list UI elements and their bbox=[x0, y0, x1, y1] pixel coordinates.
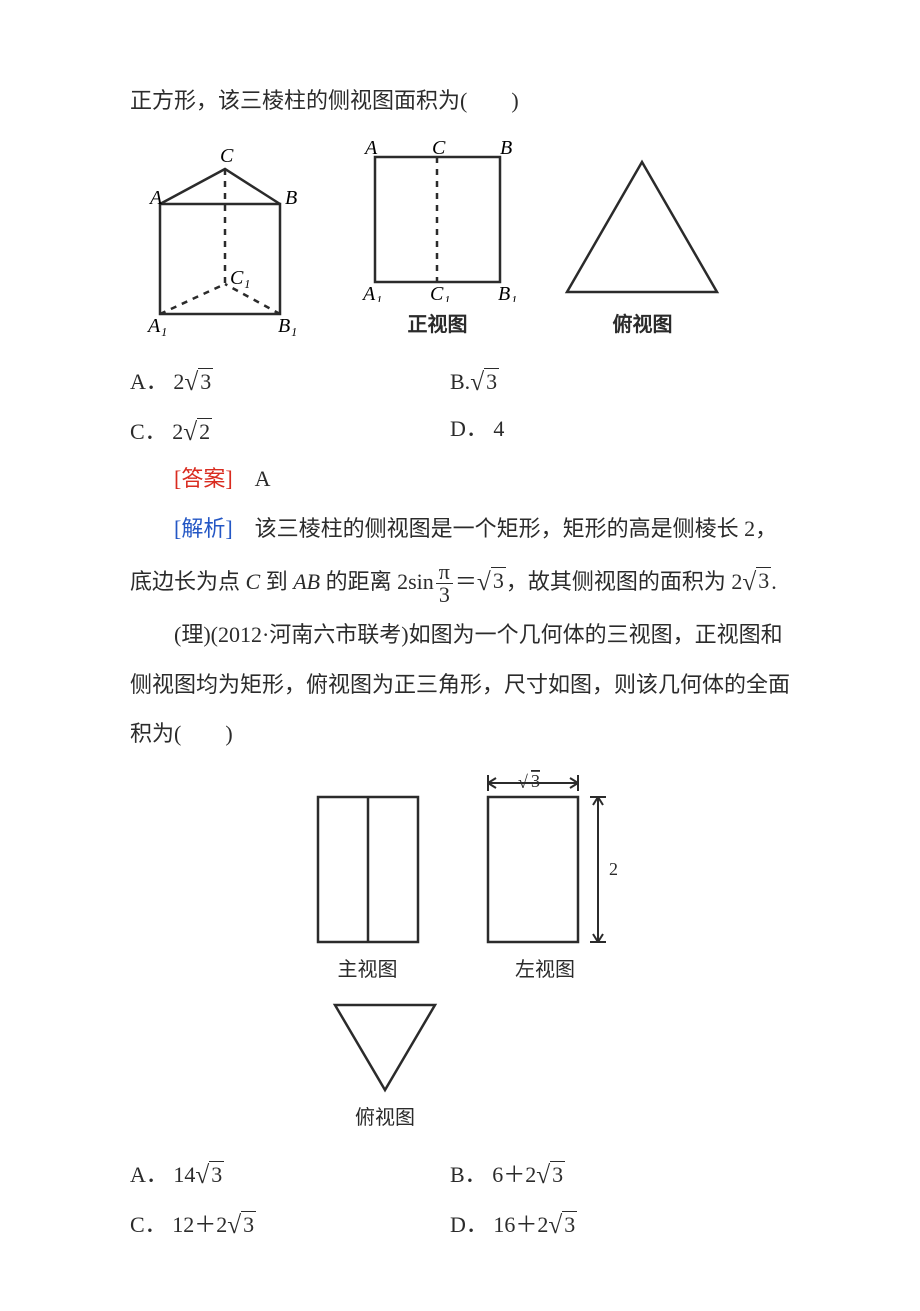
q2-opt-C: C． 12＋2√3 bbox=[130, 1201, 290, 1249]
ana-C: C bbox=[246, 568, 261, 593]
q2D-prefix: D． bbox=[450, 1212, 488, 1237]
q2D-txt: 16＋2 bbox=[493, 1212, 548, 1237]
optA-rad: 3 bbox=[198, 368, 213, 394]
analysis-label: [解析] bbox=[174, 516, 233, 541]
lbl-A: A bbox=[148, 187, 163, 209]
q2C-txt: 12＋2 bbox=[172, 1212, 227, 1237]
q2A-rad: 3 bbox=[209, 1161, 224, 1187]
optA-prefix: A． bbox=[130, 369, 168, 394]
q2-opt-B: B． 6＋2√3 bbox=[450, 1151, 610, 1199]
q2A-prefix: A． bbox=[130, 1162, 168, 1187]
q1-opt-row1: A． 2√3 B.√3 bbox=[130, 358, 800, 406]
optB-rad: 3 bbox=[484, 368, 499, 394]
q2D-rad: 3 bbox=[562, 1211, 577, 1237]
answer-val: A bbox=[255, 466, 271, 491]
ana-rad2: 3 bbox=[756, 567, 771, 593]
lbl-C: C bbox=[220, 145, 234, 167]
dim-h: 2 bbox=[609, 859, 618, 879]
ana-p2f: . bbox=[771, 568, 777, 593]
fv-C1: C₁ bbox=[430, 283, 450, 302]
front-view-svg: A C B A₁ C₁ B₁ bbox=[350, 132, 525, 302]
q2B-prefix: B． bbox=[450, 1162, 487, 1187]
q1-opt-A: A． 2√3 bbox=[130, 358, 290, 406]
q2-top-svg bbox=[320, 995, 450, 1095]
q2-top-caption: 俯视图 bbox=[355, 1099, 415, 1137]
q1-analysis-p1: [解析] 该三棱柱的侧视图是一个矩形，矩形的高是侧棱长 2， bbox=[130, 508, 800, 550]
optD-prefix: D． bbox=[450, 416, 488, 441]
page-content: 正方形，该三棱柱的侧视图面积为( ) A B C A₁ B₁ C₁ bbox=[0, 0, 920, 1311]
lbl-C1: C₁ bbox=[230, 267, 250, 289]
q1-front-view: A C B A₁ C₁ B₁ 正视图 bbox=[350, 132, 525, 344]
lbl-A1: A₁ bbox=[146, 315, 167, 337]
prism-svg: A B C A₁ B₁ C₁ bbox=[130, 144, 320, 344]
q1-analysis-p2: 底边长为点 C 到 AB 的距离 2sinπ3＝√3，故其侧视图的面积为 2√3… bbox=[130, 558, 800, 606]
fv-A: A bbox=[363, 137, 378, 159]
q2B-rad: 3 bbox=[550, 1161, 565, 1187]
q2-opt-row1: A． 14√3 B． 6＋2√3 bbox=[130, 1151, 800, 1199]
q1-opt-row2: C． 2√2 D． 4 bbox=[130, 408, 800, 456]
ana-p1: 该三棱柱的侧视图是一个矩形，矩形的高是侧棱长 2， bbox=[255, 516, 778, 541]
answer-label: [答案] bbox=[174, 466, 233, 491]
front-view-caption: 正视图 bbox=[408, 306, 468, 344]
lbl-B: B bbox=[285, 187, 297, 209]
dim-w: 3 bbox=[531, 771, 540, 791]
lbl-B1: B₁ bbox=[278, 315, 297, 337]
ana-p2a: 底边长为点 bbox=[130, 568, 246, 593]
q2-figures: 主视图 bbox=[130, 767, 800, 1137]
fv-C: C bbox=[432, 137, 446, 159]
svg-text:√: √ bbox=[518, 772, 528, 792]
optA-coef: 2 bbox=[173, 369, 184, 394]
fv-A1: A₁ bbox=[361, 283, 382, 302]
q2-stem-l3: 积为( ) bbox=[130, 713, 800, 755]
q2C-prefix: C． bbox=[130, 1212, 167, 1237]
q1-figures: A B C A₁ B₁ C₁ A C B A₁ C₁ B₁ bbox=[130, 132, 800, 344]
ana-rad1: 3 bbox=[491, 567, 506, 593]
q2-stem-l1: (理)(2012·河南六市联考)如图为一个几何体的三视图，正视图和 bbox=[130, 614, 800, 656]
q1-opt-D: D． 4 bbox=[450, 408, 610, 456]
top-view-svg bbox=[555, 152, 730, 302]
top-view-caption: 俯视图 bbox=[613, 306, 673, 344]
q2-opt-A: A． 14√3 bbox=[130, 1151, 290, 1199]
q1-opt-B: B.√3 bbox=[450, 358, 610, 406]
optD-val: 4 bbox=[493, 416, 504, 441]
frac-den: 3 bbox=[436, 583, 453, 606]
q2C-rad: 3 bbox=[241, 1211, 256, 1237]
main-view-caption: 主视图 bbox=[338, 951, 398, 989]
q1-prism: A B C A₁ B₁ C₁ bbox=[130, 144, 320, 344]
ana-p2b: 到 bbox=[260, 568, 293, 593]
q2-opt-row2: C． 12＋2√3 D． 16＋2√3 bbox=[130, 1201, 800, 1249]
left-view-caption: 左视图 bbox=[515, 951, 575, 989]
ana-AB: AB bbox=[293, 568, 320, 593]
q1-stem: 正方形，该三棱柱的侧视图面积为( ) bbox=[130, 80, 800, 122]
q1-top-view: 俯视图 bbox=[555, 152, 730, 344]
ana-p2c: 的距离 2sin bbox=[320, 568, 434, 593]
q2-main-view: 主视图 bbox=[303, 787, 433, 989]
q2B-txt: 6＋2 bbox=[492, 1162, 536, 1187]
fv-B1: B₁ bbox=[498, 283, 517, 302]
fv-B: B bbox=[500, 137, 512, 159]
q2A-coef: 14 bbox=[173, 1162, 195, 1187]
main-view-svg bbox=[303, 787, 433, 947]
optC-coef: 2 bbox=[172, 419, 183, 444]
optC-rad: 2 bbox=[197, 418, 212, 444]
q1-answer-line: [答案] A bbox=[130, 458, 800, 500]
frac-num: π bbox=[436, 561, 453, 583]
ana-p2d: ＝ bbox=[455, 568, 477, 593]
q2-stem-l2: 侧视图均为矩形，俯视图为正三角形，尺寸如图，则该几何体的全面 bbox=[130, 664, 800, 706]
optB-prefix: B. bbox=[450, 369, 470, 394]
q2-left-view: √ 3 2 左视图 bbox=[463, 767, 628, 989]
optC-prefix: C． bbox=[130, 419, 167, 444]
q1-opt-C: C． 2√2 bbox=[130, 408, 290, 456]
ana-p2e: ，故其侧视图的面积为 2 bbox=[506, 568, 743, 593]
q2-opt-D: D． 16＋2√3 bbox=[450, 1201, 610, 1249]
q2-top-view: 俯视图 bbox=[320, 995, 450, 1137]
left-view-svg: √ 3 2 bbox=[463, 767, 628, 947]
